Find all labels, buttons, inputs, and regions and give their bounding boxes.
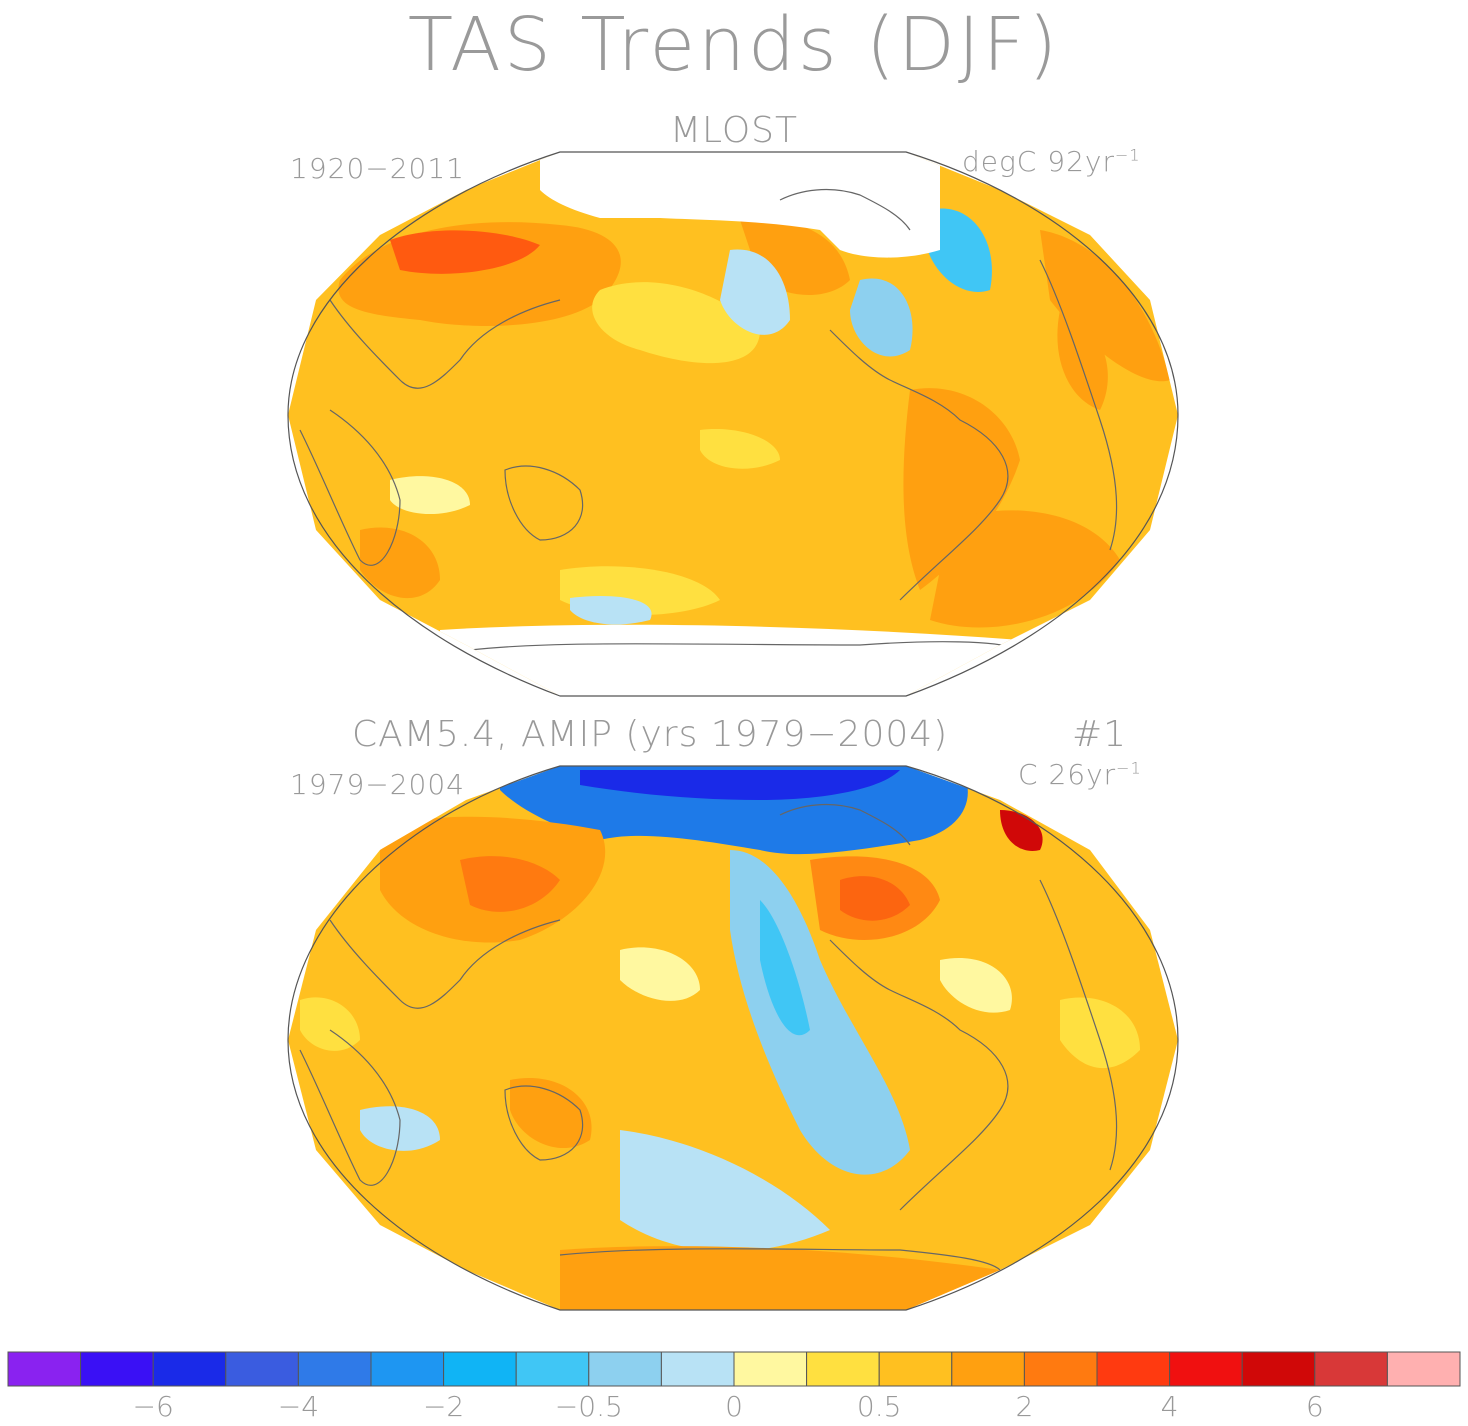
panel2-units-text: C 26yr [1018,758,1117,791]
colorbar-swatch [1096,1351,1171,1387]
colorbar-tick-label: 0 [725,1390,743,1423]
map1-npacific-cool [720,249,790,335]
colorbar-swatch [225,1351,299,1387]
map2-southpacific-cool [620,1130,830,1252]
map1-antarctic-missing [440,624,1020,696]
colorbar-tick-label: −0.5 [554,1390,623,1423]
map2-atlantic-pale [940,958,1012,1013]
colorbar-swatch [806,1351,880,1387]
map1-indian-warm [360,527,440,599]
colorbar-swatch [951,1351,1025,1387]
map2-europe-hot [1000,810,1043,851]
panel1-title: MLOST [670,110,799,151]
colorbar [7,1351,1461,1387]
map1-greenland-cool [925,208,992,292]
map1-africa-warm [1057,310,1108,410]
colorbar-tick-label: 2 [1015,1390,1034,1423]
panel1-units: degC 92yr−1 [962,145,1141,178]
colorbar-swatch [1314,1351,1388,1387]
map2-eastafrica-mild [1060,997,1140,1069]
map1-namerica-cool [850,278,913,357]
map1-base-field [288,152,1178,696]
colorbar-swatch [297,1351,372,1387]
colorbar-tick-label: 6 [1305,1390,1324,1423]
map2-africa-mild [300,997,360,1051]
map1-siberia-hot [390,230,540,274]
panel2-period: 1979−2004 [290,768,465,801]
map1-indianocean-pale [390,476,470,515]
map2-wpacific-pale [620,947,700,1001]
panel2-units: C 26yr−1 [1018,758,1142,791]
map-panel-cam54 [288,766,1178,1310]
map1-arctic-missing [540,152,940,258]
map1-southatlantic-warm [930,510,1120,628]
colorbar-tick-label: −6 [132,1390,174,1423]
colorbar-swatch [1023,1351,1098,1387]
map1-antarctic-cool [570,596,652,625]
panel2-title: CAM5.4, AMIP (yrs 1979−2004) [352,714,949,755]
colorbar-tick-label: −2 [422,1390,465,1423]
colorbar-swatch [878,1351,953,1387]
map2-pacific-cooler [760,900,810,1036]
colorbar-swatch [370,1351,445,1387]
colorbar-swatch [588,1351,662,1387]
colorbar-swatch [733,1351,808,1387]
map1-samerica-warm [903,388,1020,590]
map2-namerica-warm [810,856,940,940]
panel1-period: 1920−2011 [290,152,465,185]
panel1-units-sup: −1 [1114,145,1141,165]
map2-arctic-coldest [580,770,900,800]
map-panel-mlost [288,152,1178,696]
panel2-tag: #1 [1072,714,1128,755]
colorbar-swatch [1241,1351,1316,1387]
map1-tropicalpacific-mild [700,429,780,469]
colorbar-swatch [80,1351,154,1387]
colorbar-swatch [443,1351,517,1387]
map2-outline [287,765,1179,1311]
map1-npacific-mild [592,282,760,364]
map1-europe-warm [1040,230,1170,382]
colorbar-swatch [660,1351,735,1387]
map2-antarctica-warm [560,1246,1000,1310]
panel2-units-sup: −1 [1116,758,1142,778]
map2-coastlines [299,803,1118,1271]
map1-coastlines [299,188,1118,651]
map2-australia-warm [510,1078,592,1149]
colorbar-swatch [1169,1351,1243,1387]
map1-outline [287,151,1179,697]
colorbar-tick-label: 0.5 [856,1390,902,1423]
colorbar-tick-label: 4 [1160,1390,1179,1423]
colorbar-swatch [7,1351,82,1387]
colorbar-swatch [1386,1351,1461,1387]
map2-asia-hot [460,856,560,912]
colorbar-swatch [152,1351,227,1387]
main-title: TAS Trends (DJF) [407,2,1061,88]
colorbar-tick-label: −4 [277,1390,320,1423]
panel1-units-text: degC 92yr [962,145,1115,178]
colorbar-swatch [515,1351,590,1387]
